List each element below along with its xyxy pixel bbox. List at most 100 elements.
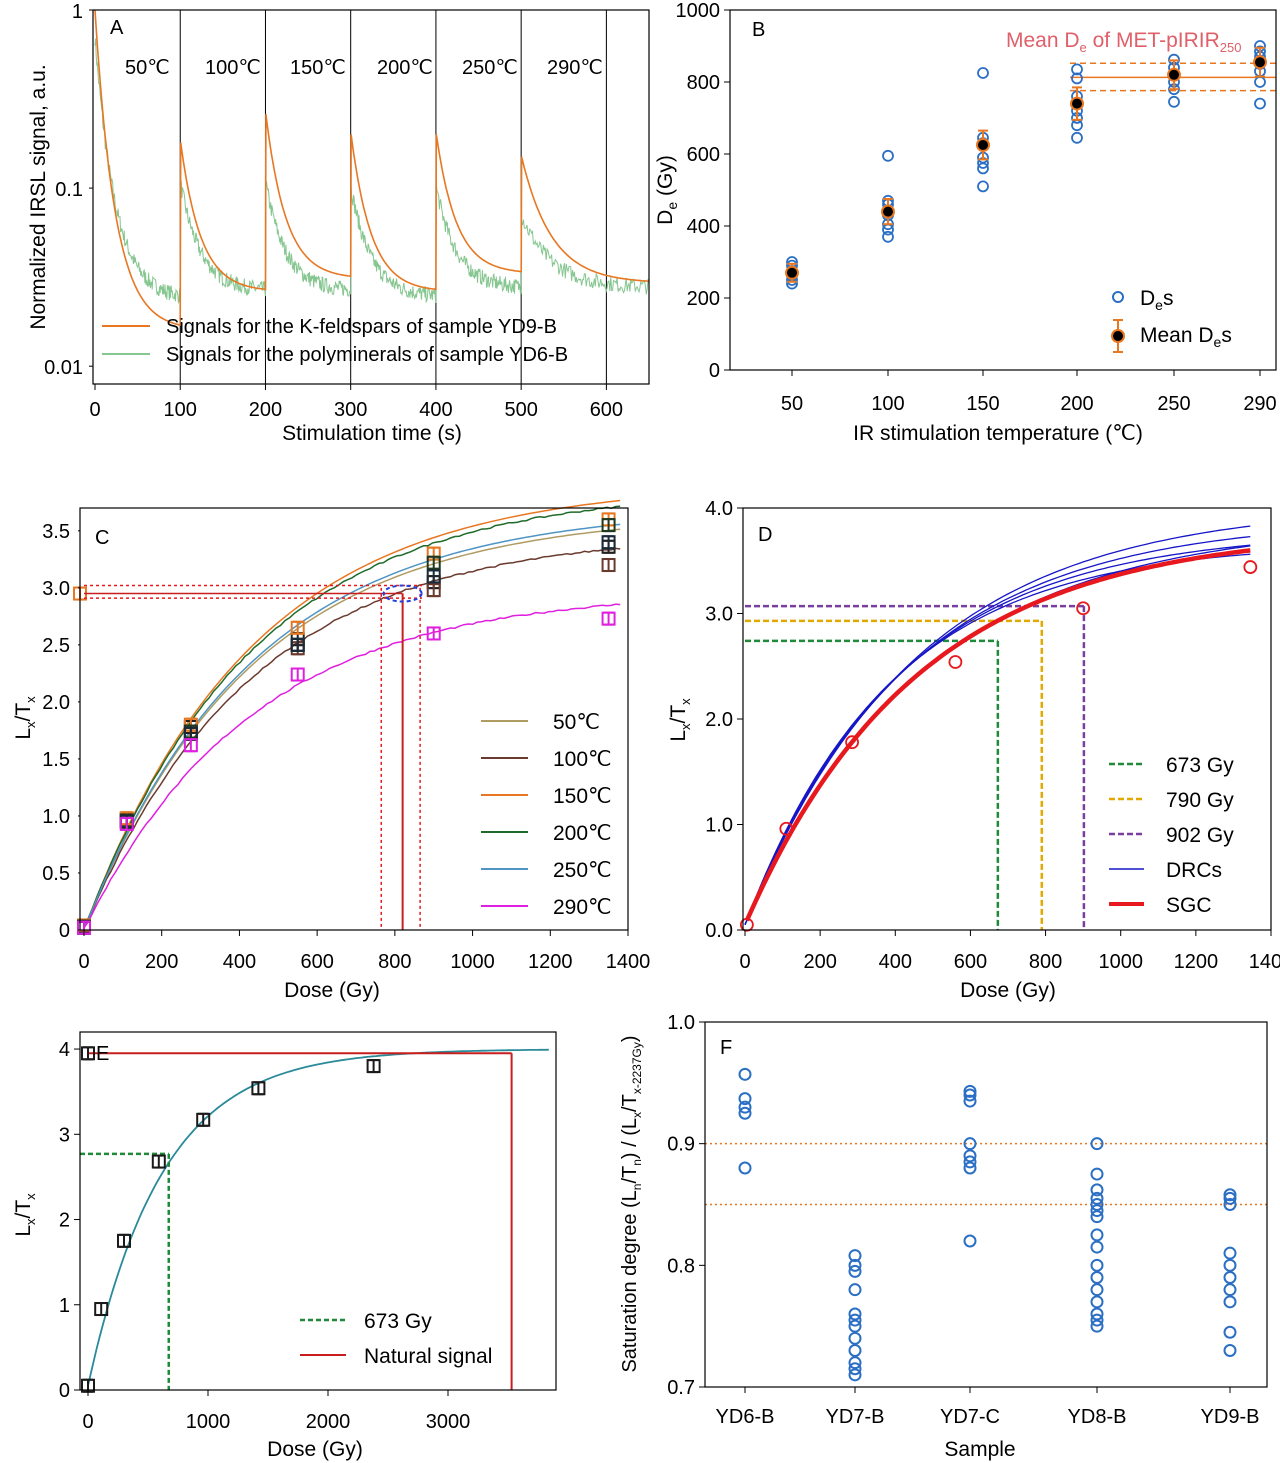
sgc-curve <box>744 548 1251 922</box>
y-tick-label: 0.7 <box>667 1377 695 1399</box>
x-tick-label: YD7-B <box>826 1406 885 1428</box>
saturation-point <box>848 1368 862 1382</box>
x-tick-label: 1000 <box>186 1411 231 1433</box>
y-tick-label: 4.0 <box>705 498 733 520</box>
segment-label: 100℃ <box>205 57 261 79</box>
legend-label: SGC <box>1166 894 1212 917</box>
saturation-point <box>848 1249 862 1263</box>
panel-e-frame <box>79 1031 557 1391</box>
x-tick-label: 1200 <box>1174 951 1219 973</box>
y-tick-label: 600 <box>687 144 720 166</box>
legend-label: 150℃ <box>553 785 612 808</box>
x-tick-label: YD7-C <box>940 1406 1000 1428</box>
panel-b-y-label: De (Gy) <box>654 155 680 225</box>
saturation-point <box>1090 1283 1104 1297</box>
panel-e: E 0 1000 2000 3000 0 1 2 3 4 Dose (Gy) Lx/Tx 67… <box>12 1031 557 1461</box>
saturation-point <box>1223 1188 1237 1202</box>
x-tick-label: 400 <box>223 951 256 973</box>
y-tick-label: 0 <box>59 1380 70 1402</box>
saturation-point <box>738 1067 752 1081</box>
y-tick-label: 1000 <box>676 0 721 22</box>
x-tick-label: 150 <box>966 393 999 415</box>
saturation-point <box>848 1313 862 1327</box>
x-tick-label: 50 <box>781 393 803 415</box>
sgc-point <box>845 735 859 750</box>
segment-label: 250℃ <box>462 57 518 79</box>
saturation-point <box>1090 1319 1104 1333</box>
panel-e-y-label: Lx/Tx <box>12 1193 38 1237</box>
y-tick-label: 0.01 <box>44 357 83 379</box>
y-tick-label: 800 <box>687 72 720 94</box>
saturation-point <box>848 1362 862 1376</box>
x-tick-label: 1000 <box>450 951 495 973</box>
panel-d: D 0 200 400 600 800 1000 1200 1400 0.0 1.0 2.0 3.0… <box>667 498 1280 1002</box>
panel-a-legend: Signals for the K-feldspars of sample YD… <box>102 316 568 366</box>
x-tick-label: 1400 <box>606 951 651 973</box>
segment-label: 150℃ <box>290 57 346 79</box>
dose-response-curve <box>83 547 621 929</box>
sgc-point <box>739 917 754 932</box>
panel-e-legend: 673 Gy Natural signal <box>300 1310 492 1368</box>
legend-label-natural: Natural signal <box>364 1345 492 1368</box>
legend-label: 100℃ <box>553 748 612 771</box>
saturation-point <box>848 1258 862 1272</box>
panel-b-legend: Des Mean Des <box>1111 287 1232 353</box>
saturation-point <box>1090 1198 1104 1211</box>
mean-de-point <box>785 265 799 280</box>
x-tick-label: 600 <box>590 399 623 421</box>
de-point <box>882 230 894 243</box>
saturation-point <box>1090 1271 1104 1284</box>
sgc-point <box>779 821 794 836</box>
panel-b-frame <box>729 9 1277 371</box>
legend-label-kfeldspar: Signals for the K-feldspars of sample YD… <box>166 316 557 338</box>
saturation-point <box>1090 1137 1104 1151</box>
y-tick-label: 0.0 <box>705 920 733 942</box>
saturation-point <box>1090 1210 1104 1224</box>
y-tick-label: 1 <box>59 1295 70 1317</box>
x-tick-label: 0 <box>78 951 89 973</box>
x-tick-label: 800 <box>1029 951 1062 973</box>
x-tick-label: 300 <box>334 399 367 421</box>
x-tick-label: 1400 <box>1249 951 1280 973</box>
sgc-point <box>1243 560 1258 574</box>
de-point <box>1071 63 1083 76</box>
y-tick-label: 3 <box>59 1124 70 1146</box>
saturation-point <box>1090 1307 1104 1321</box>
segment-label: 50℃ <box>125 57 170 79</box>
x-tick-label: 200 <box>145 951 178 973</box>
mean-de-point <box>976 138 990 152</box>
saturation-point <box>1090 1295 1104 1309</box>
panel-e-letter: E <box>96 1043 109 1065</box>
y-tick-label: 2.0 <box>705 709 733 731</box>
mean-de-point <box>1253 55 1267 70</box>
saturation-point <box>738 1092 752 1106</box>
saturation-point <box>1090 1228 1104 1242</box>
y-tick-label: 1.5 <box>42 749 70 771</box>
saturation-point <box>848 1264 862 1278</box>
y-tick-label: 3.0 <box>705 604 733 626</box>
x-tick-label: 600 <box>300 951 333 973</box>
panel-a-frame <box>92 9 650 385</box>
saturation-point <box>848 1283 862 1297</box>
saturation-point <box>963 1149 977 1163</box>
saturation-point <box>1223 1246 1237 1260</box>
y-tick-label: 1 <box>72 1 83 23</box>
y-tick-label: 0.8 <box>667 1255 695 1277</box>
y-tick-label: 4 <box>59 1039 70 1061</box>
x-tick-label: 2000 <box>306 1411 351 1433</box>
dose-response-curve <box>83 505 621 929</box>
saturation-point <box>848 1344 862 1357</box>
panel-b-x-label: IR stimulation temperature (℃) <box>853 422 1143 445</box>
panel-e-x-label: Dose (Gy) <box>267 1438 363 1461</box>
y-tick-label: 1.0 <box>42 806 70 828</box>
y-tick-label: 400 <box>687 216 720 238</box>
panel-b-letter: B <box>752 19 765 41</box>
saturation-point <box>1090 1204 1104 1218</box>
saturation-point <box>1223 1258 1237 1272</box>
saturation-point <box>738 1100 752 1114</box>
intersection-ellipse <box>382 584 423 603</box>
saturation-point <box>963 1161 977 1175</box>
saturation-point <box>963 1155 977 1169</box>
saturation-point <box>1090 1258 1104 1272</box>
